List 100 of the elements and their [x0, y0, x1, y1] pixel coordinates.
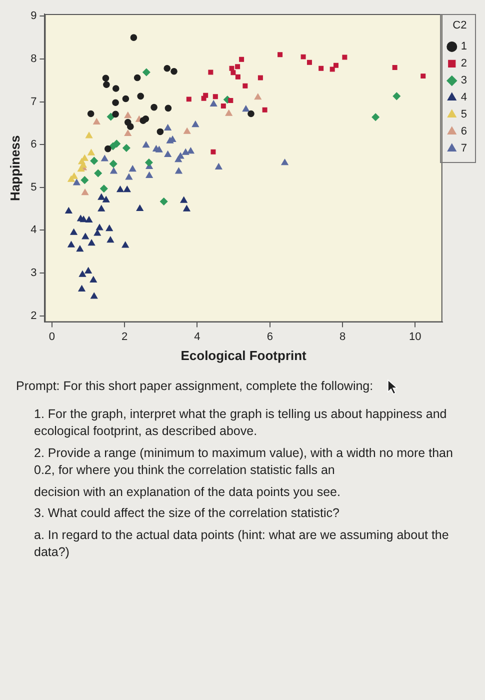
point: [112, 85, 120, 92]
x-tick-label: 2: [122, 330, 128, 343]
y-axis-title: Happiness: [7, 135, 22, 201]
point: [78, 158, 86, 164]
point: [372, 113, 380, 122]
point: [142, 68, 150, 76]
x-axis-title: Ecological Footprint: [180, 348, 308, 363]
point: [70, 172, 78, 179]
point: [208, 70, 214, 75]
point: [150, 104, 158, 111]
point: [116, 186, 124, 192]
point: [73, 178, 80, 186]
point: [281, 158, 288, 166]
point: [134, 74, 141, 82]
point: [88, 149, 95, 156]
point: [96, 224, 104, 230]
point: [90, 156, 98, 165]
point: [235, 64, 240, 70]
legend-label: 4: [460, 92, 468, 104]
point: [262, 107, 268, 112]
x-tick-label: 4: [194, 330, 200, 343]
point: [65, 207, 72, 214]
legend-label: 1: [460, 40, 468, 53]
point: [103, 81, 110, 88]
point: [142, 141, 150, 148]
x-tick-label: 8: [339, 330, 346, 343]
point: [210, 100, 218, 107]
y-tick-label: 8: [30, 52, 37, 65]
legend-label: 6: [460, 126, 468, 138]
legend-label: 2: [460, 58, 468, 70]
point: [90, 276, 97, 282]
point: [98, 194, 105, 200]
point: [110, 167, 118, 174]
point: [330, 66, 335, 72]
point: [183, 128, 191, 134]
point: [183, 205, 190, 212]
point: [164, 150, 172, 158]
legend-label: 7: [460, 142, 468, 155]
point: [124, 186, 131, 192]
point: [106, 224, 113, 232]
point: [101, 155, 108, 162]
point: [306, 60, 312, 65]
point: [102, 196, 110, 202]
text: a. In regard to the actual data points (hint: what are we assuming about the data?): [34, 528, 449, 559]
point: [212, 94, 218, 100]
point: [186, 96, 192, 102]
point: [182, 148, 190, 155]
point: [106, 236, 114, 243]
point: [129, 165, 136, 172]
y-tick-label: 5: [30, 181, 37, 194]
point: [76, 245, 84, 252]
point: [98, 205, 105, 212]
x-tick-label: 6: [266, 330, 273, 343]
point: [93, 118, 100, 124]
point: [146, 172, 153, 178]
point: [70, 228, 78, 235]
point: [106, 112, 115, 121]
point: [242, 83, 248, 88]
point: [392, 65, 398, 70]
point: [81, 154, 88, 161]
point: [130, 34, 138, 41]
point: [81, 188, 89, 196]
x-tick-label: 10: [409, 330, 422, 343]
legend-label: 3: [460, 74, 468, 87]
point: [142, 115, 150, 122]
point: [248, 110, 254, 118]
point: [160, 198, 168, 206]
point: [122, 144, 130, 152]
point: [239, 56, 244, 62]
point: [176, 152, 184, 159]
point: [392, 92, 401, 100]
point: [112, 140, 121, 148]
point: [78, 270, 86, 277]
y-tick-label: 7: [30, 96, 37, 108]
point: [137, 92, 144, 100]
point: [100, 184, 108, 193]
point: [228, 98, 234, 103]
point: [112, 110, 119, 118]
point: [125, 173, 133, 180]
point: [68, 241, 75, 248]
y-tick-label: 6: [30, 138, 37, 151]
point: [122, 95, 130, 102]
text: Prompt: For this short paper assignment, complete the following:: [16, 379, 374, 393]
point: [300, 54, 306, 60]
point: [136, 204, 144, 211]
legend-label: 5: [460, 108, 468, 121]
point: [254, 93, 262, 100]
point: [258, 75, 263, 80]
point: [333, 62, 338, 68]
point: [164, 124, 172, 130]
point: [180, 196, 188, 203]
point: [229, 66, 234, 71]
point: [242, 105, 250, 112]
point: [94, 169, 102, 178]
point: [145, 158, 153, 166]
point: [85, 132, 93, 138]
legend-title: C2: [452, 20, 467, 32]
text: 1. For the graph, interpret what the graph is telling us about happiness and ecological footprint, as described above.: [34, 406, 447, 438]
text: decision with an explanation of the data points you see.: [34, 484, 340, 498]
point: [156, 128, 164, 136]
